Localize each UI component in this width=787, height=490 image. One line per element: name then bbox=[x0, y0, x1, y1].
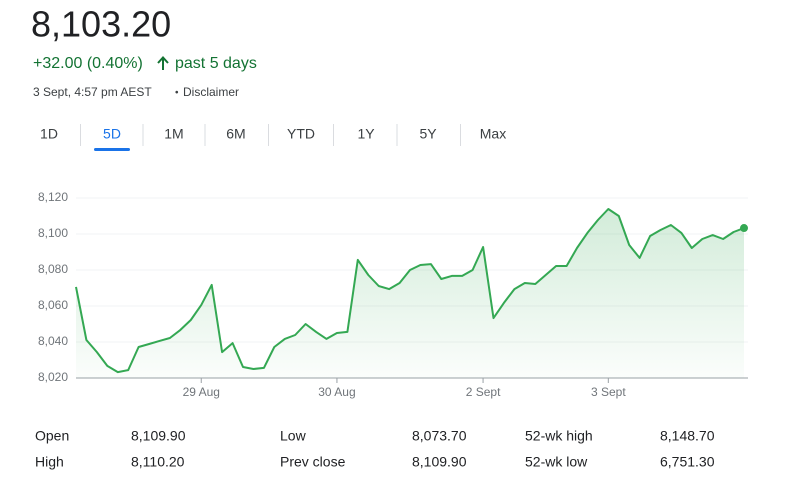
disclaimer[interactable]: Disclaimer bbox=[183, 85, 239, 99]
x-tick-label: 30 Aug bbox=[318, 385, 355, 399]
y-tick-label: 8,040 bbox=[38, 334, 68, 348]
stat-label: High bbox=[35, 454, 64, 470]
range-tab[interactable]: YTD bbox=[287, 126, 315, 142]
stat-label: 52-wk high bbox=[525, 428, 593, 444]
stat-value: 8,109.90 bbox=[412, 454, 467, 470]
y-tick-label: 8,100 bbox=[38, 226, 68, 240]
y-tick-label: 8,060 bbox=[38, 298, 68, 312]
period: past 5 days bbox=[175, 55, 257, 72]
up-arrow bbox=[157, 56, 169, 70]
stat-label: Open bbox=[35, 428, 69, 444]
x-tick-label: 3 Sept bbox=[591, 385, 626, 399]
stat-value: 8,148.70 bbox=[660, 428, 715, 444]
range-tab[interactable]: Max bbox=[480, 126, 506, 142]
range-tab[interactable]: 1M bbox=[164, 126, 183, 142]
price: 8,103.20 bbox=[31, 4, 171, 45]
x-tick-label: 2 Sept bbox=[466, 385, 501, 399]
stat-value: 8,110.20 bbox=[131, 454, 185, 470]
chart: 8,020 8,040 8,060 8,080 8,100 8,120 29 Aug 30 A… bbox=[38, 190, 748, 399]
y-tick-label: 8,020 bbox=[38, 370, 68, 384]
last-point bbox=[740, 224, 748, 233]
separator: • bbox=[175, 88, 179, 99]
y-tick-label: 8,120 bbox=[38, 190, 68, 204]
stat-value: 8,073.70 bbox=[412, 428, 467, 444]
stat-value: 8,109.90 bbox=[131, 428, 186, 444]
range-tab[interactable]: 1D bbox=[40, 126, 58, 142]
area bbox=[76, 209, 744, 378]
y-tick-label: 8,080 bbox=[38, 262, 68, 276]
range-tab[interactable]: 6M bbox=[226, 126, 245, 142]
range-tabs: 1D 5D 1M 6M YTD 1Y 5Y Max bbox=[40, 124, 506, 151]
stats-table: Open 8,109.90 Low 8,073.70 52-wk high 8,148.7… bbox=[35, 428, 715, 470]
range-tab[interactable]: 1Y bbox=[357, 126, 375, 142]
change: +32.00 (0.40%) bbox=[33, 55, 143, 72]
range-tab[interactable]: 5Y bbox=[419, 126, 437, 142]
price-line bbox=[75, 208, 745, 374]
stat-label: Low bbox=[280, 428, 307, 444]
x-tick-label: 29 Aug bbox=[183, 385, 220, 399]
stat-label: Prev close bbox=[280, 454, 346, 470]
range-tab[interactable]: 5D bbox=[103, 126, 121, 142]
tab-underline bbox=[94, 148, 130, 151]
timestamp: 3 Sept, 4:57 pm AEST bbox=[33, 85, 152, 99]
stat-value: 6,751.30 bbox=[660, 454, 715, 470]
stat-label: 52-wk low bbox=[525, 454, 588, 470]
